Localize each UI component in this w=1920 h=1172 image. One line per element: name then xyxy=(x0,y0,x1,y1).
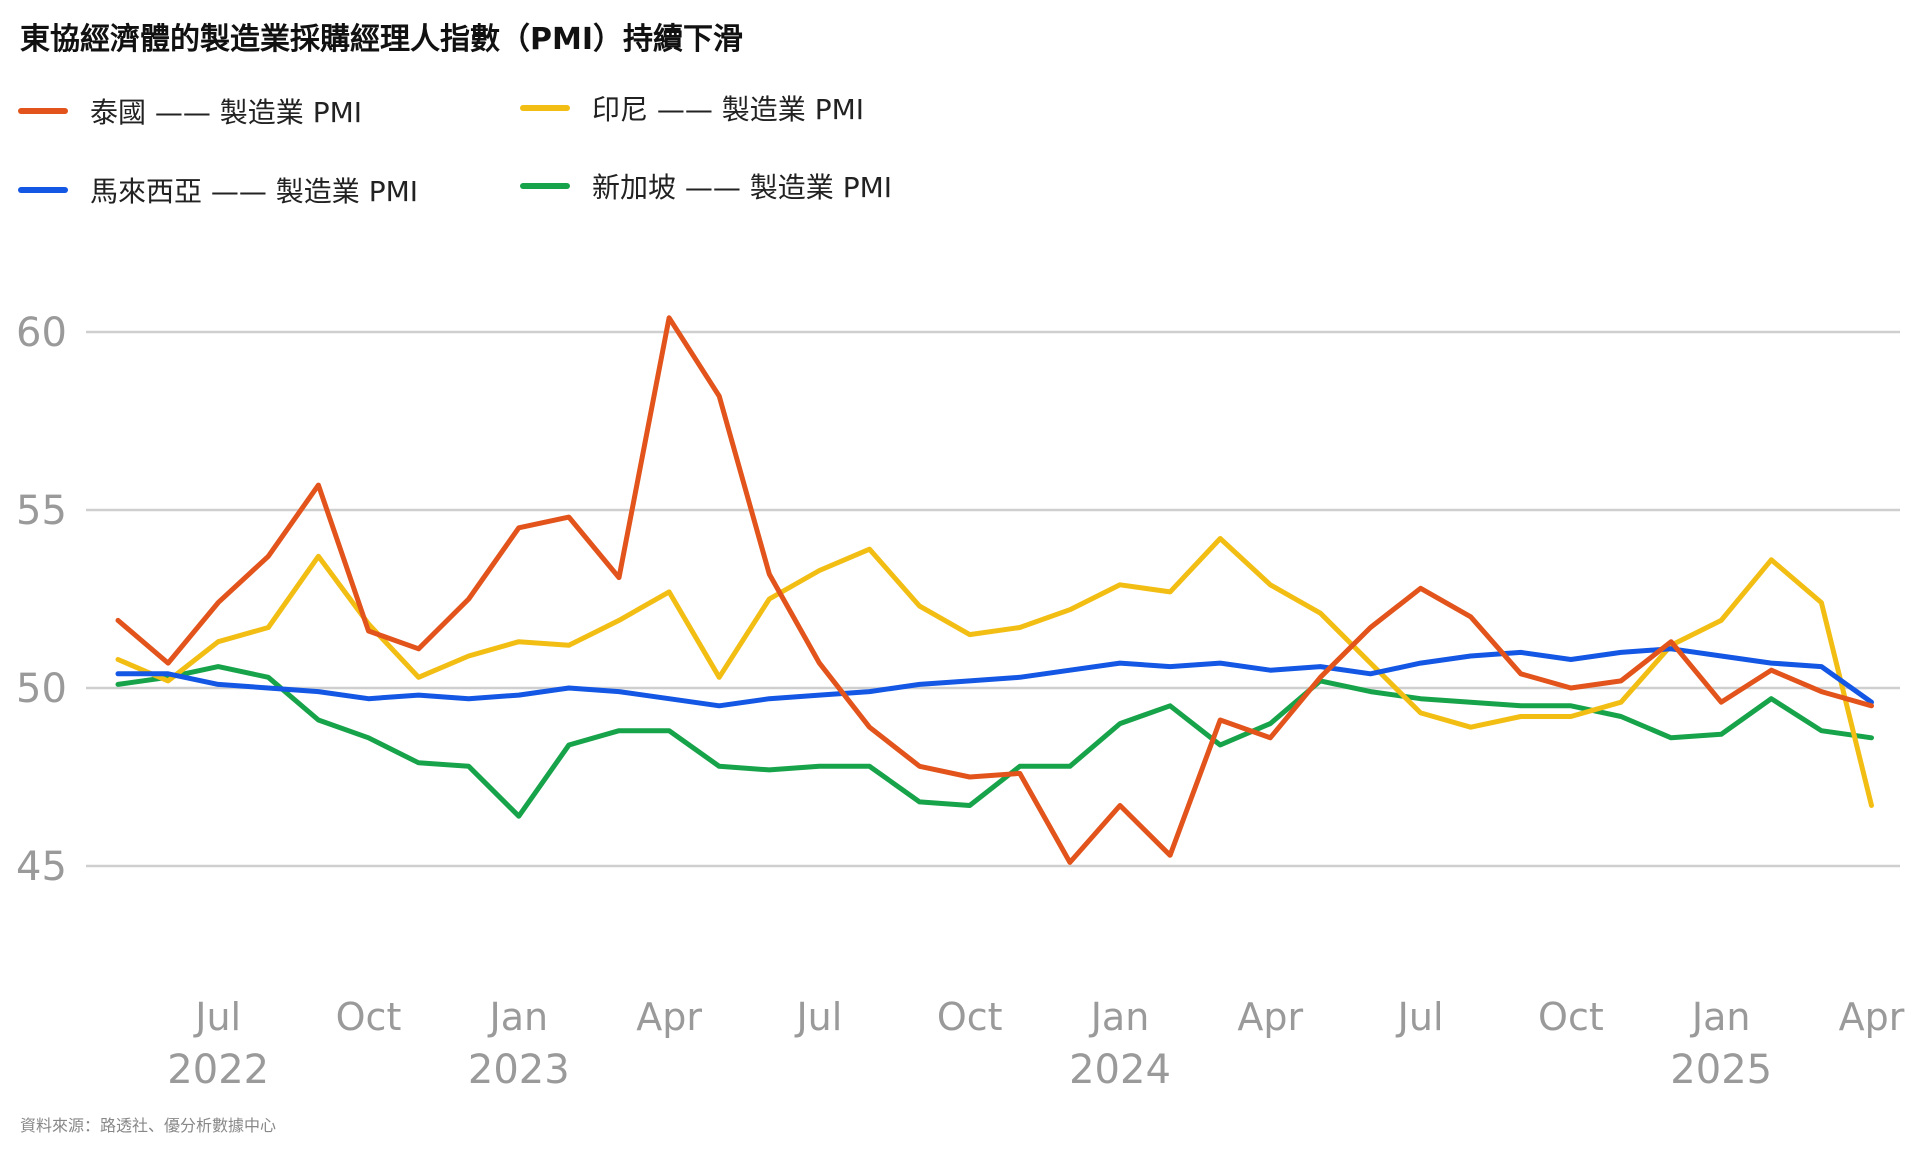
x-tick-label: Jul xyxy=(794,995,842,1039)
x-tick-label: Apr xyxy=(636,995,702,1039)
legend-item-thailand: 泰國 —— 製造業 PMI xyxy=(18,91,362,131)
x-tick-label: Jan xyxy=(1089,995,1150,1039)
legend-label-thailand: 泰國 —— 製造業 PMI xyxy=(90,96,363,129)
legend-item-malaysia: 馬來西亞 —— 製造業 PMI xyxy=(18,170,418,210)
x-tick-label: Jan xyxy=(488,995,549,1039)
x-tick-label: Jan xyxy=(1690,995,1751,1039)
legend-item-indonesia: 印尼 —— 製造業 PMI xyxy=(520,88,864,128)
x-tick-year-label: 2025 xyxy=(1670,1047,1772,1093)
legend-swatch-singapore xyxy=(520,183,570,189)
chart-title: 東協經濟體的製造業採購經理人指數（PMI）持續下滑 xyxy=(20,22,744,57)
legend-label-malaysia: 馬來西亞 —— 製造業 PMI xyxy=(90,175,419,208)
y-tick-label-45: 45 xyxy=(16,844,67,890)
series-line-indonesia xyxy=(115,536,1874,808)
x-tick-label: Jul xyxy=(193,995,241,1039)
x-tick-label: Jul xyxy=(1396,995,1444,1039)
legend-label-indonesia: 印尼 —— 製造業 PMI xyxy=(592,93,865,126)
x-tick-year-label: 2024 xyxy=(1069,1047,1171,1093)
legend-swatch-malaysia xyxy=(18,187,68,193)
legend-swatch-indonesia xyxy=(520,105,570,111)
x-tick-label: Apr xyxy=(1839,995,1905,1039)
y-tick-label-60: 60 xyxy=(16,310,67,356)
source-note: 資料來源：路透社、優分析數據中心 xyxy=(20,1116,277,1135)
legend-swatch-thailand xyxy=(18,108,68,114)
x-tick-label: Apr xyxy=(1237,995,1303,1039)
series-line-singapore xyxy=(115,664,1874,819)
series-line-thailand xyxy=(115,315,1874,865)
x-tick-label: Oct xyxy=(336,995,402,1039)
legend-item-singapore: 新加坡 —— 製造業 PMI xyxy=(520,166,892,206)
x-tick-label: Oct xyxy=(1538,995,1604,1039)
x-tick-year-label: 2022 xyxy=(167,1047,269,1093)
legend-label-singapore: 新加坡 —— 製造業 PMI xyxy=(592,171,893,204)
y-tick-label-50: 50 xyxy=(16,666,67,712)
series-line-malaysia xyxy=(115,646,1874,709)
y-tick-label-55: 55 xyxy=(16,488,67,534)
x-tick-year-label: 2023 xyxy=(468,1047,570,1093)
x-tick-label: Oct xyxy=(937,995,1003,1039)
